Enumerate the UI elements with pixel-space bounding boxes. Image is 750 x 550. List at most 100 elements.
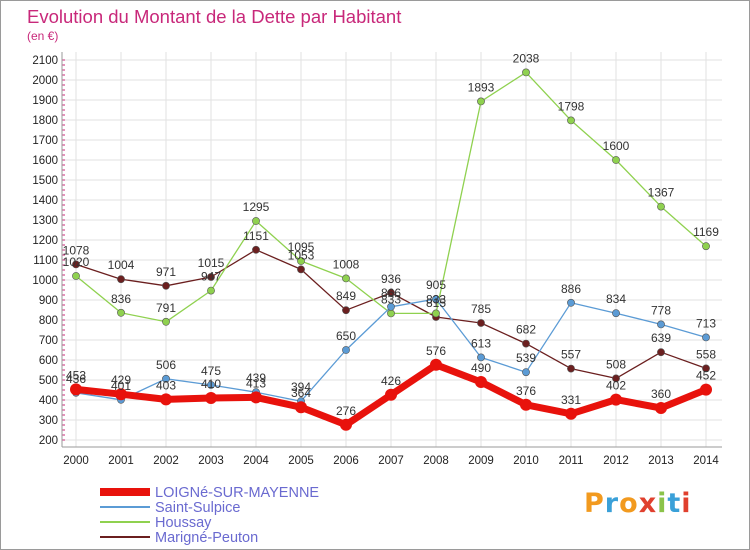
data-label: 2038	[513, 51, 540, 65]
data-label: 1015	[198, 256, 225, 270]
data-point	[700, 383, 712, 396]
legend-label: Houssay	[155, 515, 212, 531]
data-label: 815	[426, 296, 446, 310]
data-point	[162, 281, 170, 290]
data-label: 401	[111, 379, 131, 393]
data-label: 1893	[468, 80, 495, 94]
x-tick-label: 2009	[468, 455, 494, 467]
data-label: 1798	[558, 99, 585, 113]
data-label: 833	[426, 292, 446, 306]
x-tick-label: 2011	[559, 455, 584, 467]
data-label: 558	[696, 347, 716, 361]
data-label: 508	[606, 357, 626, 371]
data-point	[430, 358, 442, 371]
y-tick-label: 900	[39, 295, 58, 307]
data-point	[342, 346, 350, 354]
data-point	[432, 295, 440, 303]
data-label: 276	[336, 404, 356, 418]
data-point	[340, 418, 352, 431]
data-point	[612, 374, 620, 383]
data-label: 364	[291, 386, 311, 400]
data-point	[567, 364, 575, 373]
data-point	[342, 274, 350, 283]
data-label: 866	[381, 286, 401, 300]
data-point	[117, 275, 125, 284]
data-point	[432, 309, 440, 318]
data-label: 439	[246, 371, 266, 385]
data-point	[612, 156, 620, 164]
x-tick-label: 2010	[513, 455, 539, 467]
y-tick-label: 1000	[32, 275, 58, 287]
axes: 200 300 400 500 600 700 800 900 1000 1100 1200 1300…	[32, 52, 722, 467]
data-point	[657, 320, 665, 329]
data-point	[205, 392, 217, 404]
data-label: 331	[561, 393, 581, 407]
y-tick-label: 1500	[32, 175, 58, 187]
data-label: 1004	[108, 258, 135, 272]
data-point	[250, 391, 262, 404]
data-point	[72, 260, 80, 269]
data-label: 436	[66, 372, 86, 386]
data-label: 971	[156, 265, 176, 279]
x-tick-label: 2012	[603, 455, 629, 467]
y-tick-label: 1100	[33, 255, 58, 267]
x-tick-label: 2003	[198, 455, 224, 467]
chart-subtitle: (en €)	[27, 29, 59, 43]
data-point	[522, 68, 530, 77]
data-label: 713	[696, 316, 716, 330]
data-point	[522, 339, 530, 348]
y-tick-label: 1400	[32, 195, 58, 207]
data-label: 1169	[693, 225, 719, 239]
data-point	[655, 402, 667, 414]
data-point	[522, 368, 530, 377]
data-label: 1078	[63, 243, 90, 257]
data-label: 778	[651, 303, 671, 317]
data-label: 834	[606, 292, 626, 306]
data-point	[520, 398, 532, 411]
data-label: 613	[471, 336, 491, 350]
data-label: 650	[336, 329, 356, 343]
y-tick-label: 300	[39, 415, 58, 427]
data-point	[70, 383, 82, 396]
data-label: 429	[111, 373, 131, 387]
data-point	[702, 242, 710, 251]
y-tick-label: 1600	[32, 155, 58, 167]
legend-label: Saint-Sulpice	[155, 500, 240, 516]
y-tick-label: 1800	[32, 115, 58, 127]
y-tick-label: 400	[39, 395, 58, 407]
data-label: 1367	[648, 186, 675, 200]
data-point	[295, 401, 307, 414]
data-point	[342, 306, 350, 315]
data-label: 791	[156, 301, 176, 315]
x-tick-label: 2013	[648, 455, 674, 467]
data-point	[477, 319, 485, 327]
data-point	[252, 245, 260, 254]
y-tick-label: 200	[39, 435, 58, 447]
data-label: 410	[201, 377, 221, 391]
data-label: 360	[651, 387, 671, 401]
data-labels: 453 429 403 410 413 364 276 426 576 490 376 331 402 3…	[63, 51, 720, 417]
x-tick-label: 2008	[423, 455, 449, 467]
y-tick-label: 1200	[32, 235, 58, 247]
data-point	[297, 265, 305, 274]
data-label: 1053	[288, 248, 315, 262]
data-label: 413	[246, 376, 266, 390]
data-point	[657, 348, 665, 357]
x-tick-label: 2004	[243, 455, 269, 467]
legend-label: Marigné-Peuton	[155, 530, 258, 546]
data-label: 453	[66, 368, 86, 382]
data-label: 557	[561, 348, 581, 362]
proxiti-logo: Proxiti	[584, 488, 692, 519]
y-tick-label: 1300	[32, 215, 58, 227]
data-label: 1020	[63, 255, 90, 269]
data-label: 1008	[333, 257, 360, 271]
y-tick-label: 600	[39, 355, 58, 367]
data-label: 905	[426, 278, 446, 292]
data-point	[297, 257, 305, 265]
data-point	[207, 381, 215, 389]
data-point	[387, 288, 395, 297]
y-tick-label: 2000	[32, 75, 58, 87]
data-label: 475	[201, 364, 221, 378]
data-point	[387, 302, 395, 311]
data-label: 1600	[603, 139, 630, 153]
